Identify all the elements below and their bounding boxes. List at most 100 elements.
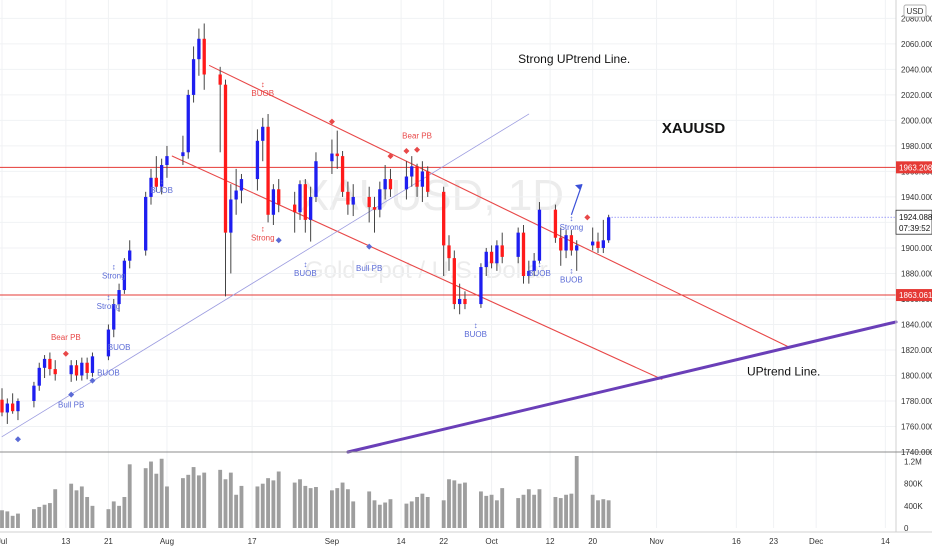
level-tag-box <box>896 161 932 174</box>
time-tick-label: 13 <box>61 537 70 546</box>
candle-body <box>90 356 95 373</box>
drawings-layer <box>0 65 898 454</box>
volume-bar <box>340 482 345 528</box>
volume-bar <box>558 498 563 528</box>
time-tick-label: 14 <box>881 537 890 546</box>
signal-marker <box>584 214 591 221</box>
candle-body <box>74 365 79 376</box>
candle-body <box>479 267 483 305</box>
volume-bar <box>532 494 537 528</box>
signal-marker <box>387 153 394 160</box>
volume-bar <box>367 491 372 528</box>
volume-bar <box>388 499 393 528</box>
candle-body <box>293 204 297 213</box>
time-tick-label: Sep <box>325 537 340 546</box>
candle-body <box>261 126 265 141</box>
candle-body <box>37 367 41 386</box>
candle-body <box>165 156 169 166</box>
candle-body <box>0 399 4 413</box>
volume-bar <box>69 483 74 528</box>
candle-body <box>569 235 574 251</box>
volume-bar <box>255 486 260 528</box>
price-tick-label: 1900.000 <box>901 244 932 253</box>
volume-bar <box>383 502 388 528</box>
candle-body <box>330 153 334 162</box>
grid <box>0 0 896 528</box>
countdown-label: 07:39:52 <box>899 224 931 233</box>
price-axis[interactable]: 1740.000 1760.000 1780.000 1800.000 1820.000… <box>901 14 932 457</box>
price-tags: 1963.208 1863.061 1924.088 07:39:52 <box>895 161 932 302</box>
candle-body <box>484 251 488 268</box>
candle-body <box>601 240 605 248</box>
currency-badge[interactable]: USD <box>907 7 924 16</box>
volume-bar <box>298 479 302 528</box>
price-tick-label: 2060.000 <box>901 40 932 49</box>
candle-body <box>48 358 52 370</box>
volume-bar <box>574 456 579 528</box>
volume-tick-label: 1.2M <box>904 458 922 467</box>
candle-body <box>5 403 9 413</box>
time-tick-label: Nov <box>649 537 663 546</box>
candle-body <box>42 358 47 368</box>
volume-bar <box>553 496 558 528</box>
candle-body <box>378 189 382 210</box>
signal-arrow: ↕ <box>160 177 164 186</box>
level-tag-label: 1863.061 <box>899 291 932 300</box>
volume-bar <box>74 490 79 528</box>
volume-bar <box>149 461 153 528</box>
volume-bar <box>37 506 42 528</box>
candle-body <box>457 298 462 305</box>
text-annotation: UPtrend Line. <box>747 364 820 378</box>
signal-marker <box>328 118 335 125</box>
volume-bar <box>447 479 451 528</box>
candle-body <box>271 189 276 215</box>
signal-arrow: ↕ <box>303 260 307 269</box>
candle-body <box>516 232 520 257</box>
last-price-box <box>895 209 932 235</box>
volume-bar <box>441 500 446 528</box>
candle-body <box>383 179 387 190</box>
candle-body <box>452 258 456 305</box>
watermark-name: Gold Spot / U.S. Dollar <box>305 257 548 284</box>
candle-body <box>229 199 233 233</box>
trendline-channel-top <box>208 65 791 348</box>
time-axis[interactable]: Jul 13 21 Aug 17 Sep 14 22 Oct 12 20 Nov 16 23 Dec 14 <box>0 537 890 546</box>
volume-bar <box>202 472 207 528</box>
candle-body <box>314 161 318 197</box>
volume-bar <box>218 469 223 528</box>
signal-arrow: ↕ <box>569 266 573 275</box>
signal-label: Strong <box>560 223 584 232</box>
signal-arrow: ↕ <box>569 214 573 223</box>
time-tick-label: 12 <box>546 537 555 546</box>
currency-badge-box[interactable] <box>903 4 927 18</box>
candle-body <box>303 184 307 220</box>
signal-arrow: ↕ <box>106 293 110 302</box>
signal-marker <box>68 391 75 398</box>
volume-bar <box>601 499 606 528</box>
candle-body <box>596 241 600 248</box>
price-tick-label: 1740.000 <box>901 448 932 457</box>
price-tick-label: 1780.000 <box>901 397 932 406</box>
volume-bar <box>415 496 419 528</box>
candle-body <box>112 304 116 330</box>
volume-bar <box>271 480 276 528</box>
time-tick-label: 22 <box>439 537 448 546</box>
signal-marker <box>414 146 421 153</box>
volume-bar <box>53 489 58 528</box>
candle-body <box>197 38 201 60</box>
candle-body <box>159 165 164 187</box>
watermark-symbol: XAUUSD, 1D <box>300 171 564 220</box>
candle-body <box>85 362 89 373</box>
candle-body <box>32 385 36 401</box>
time-tick-label: 20 <box>588 537 597 546</box>
candle-body <box>239 179 244 191</box>
volume-bar <box>351 501 356 528</box>
candle-body <box>16 400 20 412</box>
volume-bar <box>330 490 334 528</box>
volume-bar <box>276 471 281 528</box>
signal-arrow: ↕ <box>261 224 265 233</box>
signal-label: BUOB <box>251 89 274 98</box>
volume-bar <box>345 489 350 528</box>
